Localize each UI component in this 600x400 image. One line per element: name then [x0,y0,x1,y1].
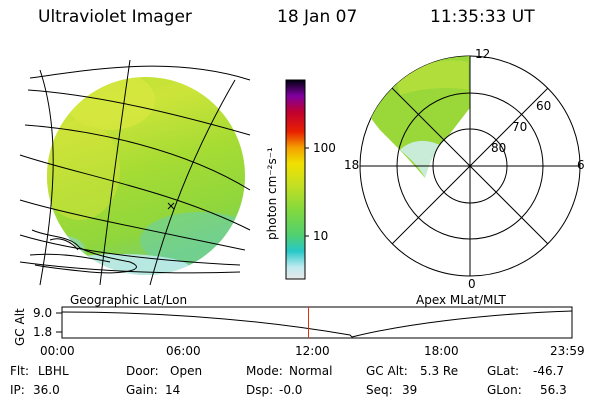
site-marker-icon [167,202,175,210]
timeline-xtick-3: 18:00 [424,344,459,358]
timeline-plot [56,306,573,339]
door-label: Door: [126,364,159,378]
polar-lat-60: 60 [536,99,552,113]
gain-value: 14 [165,383,181,397]
mode-label: Mode: [246,364,283,378]
colorbar-unit-label: photon cm⁻²s⁻¹ [265,147,279,240]
polar-plot [359,55,581,277]
dsp-value: -0.0 [279,383,303,397]
timeline-xtick-2: 12:00 [295,344,330,358]
glat-value: -46.7 [533,364,565,378]
gain-label: Gain: [126,383,158,397]
timeline-ytick-1: 1.8 [33,325,53,339]
flt-value: LBHL [38,364,69,378]
polar-mlt-12: 12 [475,47,491,61]
time-label: 11:35:33 UT [430,7,535,27]
geographic-grid [19,59,251,286]
glat-label: GLat: [487,364,520,378]
current-time-marker [308,307,310,338]
mode-value: Normal [289,364,333,378]
ip-label: IP: [10,383,25,397]
app-title: Ultraviolet Imager [38,7,192,27]
earth-image [47,77,245,275]
dsp-label: Dsp: [246,383,274,397]
seq-label: Seq: [366,383,393,397]
colorbar-tick-100: 100 [313,141,336,155]
glon-value: 56.3 [540,383,567,397]
glon-label: GLon: [487,383,522,397]
polar-mlt-18: 18 [344,158,360,172]
flt-label: Flt: [10,364,29,378]
colorbar-tick-10: 10 [313,229,329,243]
polar-mlt-0: 0 [468,277,476,291]
gcalt-value: 5.3 Re [420,364,459,378]
timeline-xtick-0: 00:00 [40,344,75,358]
polar-lat-70: 70 [512,120,528,134]
polar-mlt-6: 6 [577,158,585,172]
ip-value: 36.0 [33,383,60,397]
timeline-xtick-1: 06:00 [166,344,201,358]
timeline-xtick-4: 23:59 [550,344,585,358]
right-panel-caption: Apex MLat/MLT [416,293,506,307]
polar-lat-80: 80 [491,141,507,155]
colorbar [285,79,309,280]
door-value: Open [170,364,203,378]
timeline-ylabel: GC Alt [13,308,27,346]
left-panel-caption: Geographic Lat/Lon [70,293,188,307]
date-label: 18 Jan 07 [277,7,358,27]
timeline-ytick-9: 9.0 [33,306,53,320]
seq-value: 39 [402,383,418,397]
gcalt-label: GC Alt: [366,364,408,378]
